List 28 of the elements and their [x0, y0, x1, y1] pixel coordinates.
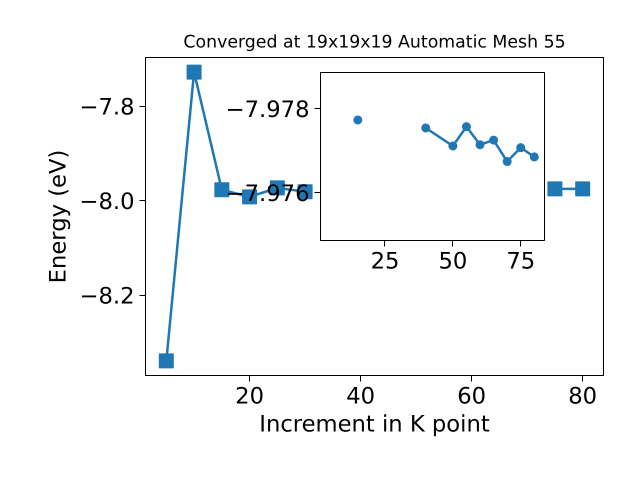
x-tick-label: 50 [438, 248, 468, 274]
y-tick-label: −7.978 [226, 97, 310, 124]
point [462, 122, 471, 132]
point [353, 115, 362, 124]
chart-title: Converged at 19x19x19 Automatic Mesh 55 [183, 32, 566, 52]
y-axis-title: Energy (eV) [45, 150, 72, 284]
x-tick-label: 40 [346, 384, 376, 410]
point [516, 143, 526, 152]
point [448, 142, 458, 150]
x-tick-label: 75 [506, 248, 536, 274]
y-tick-label: −8.2 [79, 284, 134, 310]
y-tick-label: −7.8 [79, 94, 134, 121]
point [547, 181, 562, 196]
point [214, 182, 230, 198]
point [158, 353, 174, 368]
point [575, 181, 590, 196]
x-tick-label: 60 [457, 384, 486, 410]
point [421, 123, 430, 132]
point [186, 64, 202, 80]
x-tick-label: 20 [235, 384, 264, 410]
point [502, 157, 512, 166]
y-tick-label: −8.0 [79, 189, 134, 216]
x-tick-label: 25 [370, 248, 400, 274]
point [530, 152, 539, 162]
point [489, 136, 498, 145]
point [476, 140, 485, 150]
x-axis-title: Increment in K point [259, 412, 490, 438]
x-tick-label: 80 [568, 384, 598, 410]
